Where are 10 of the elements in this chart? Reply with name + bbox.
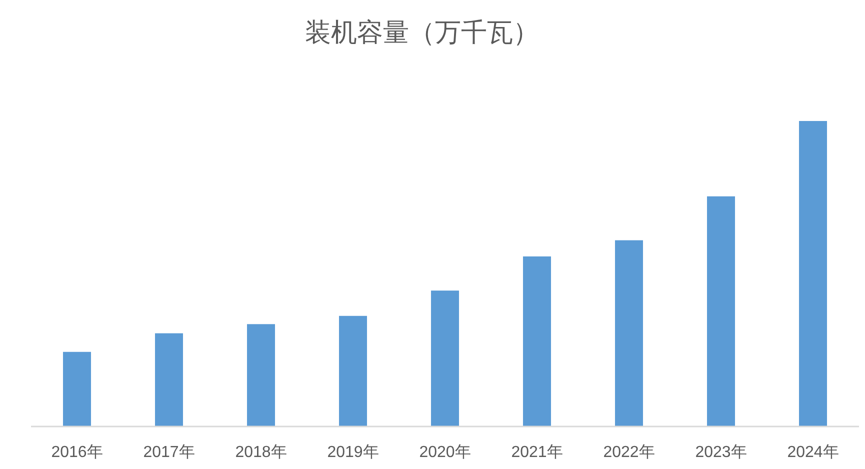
x-tick-label: 2024年 xyxy=(787,444,839,461)
x-tick-label: 2020年 xyxy=(419,444,471,461)
x-tick-label: 2021年 xyxy=(511,444,563,461)
x-tick-label: 2018年 xyxy=(235,444,287,461)
x-tick-label: 2016年 xyxy=(51,444,103,461)
x-tick-label: 2022年 xyxy=(603,444,655,461)
x-tick-label: 2017年 xyxy=(143,444,195,461)
x-tick-label: 2019年 xyxy=(327,444,379,461)
x-tick-label: 2023年 xyxy=(695,444,747,461)
title: 装机容量（万千瓦） xyxy=(305,17,539,47)
